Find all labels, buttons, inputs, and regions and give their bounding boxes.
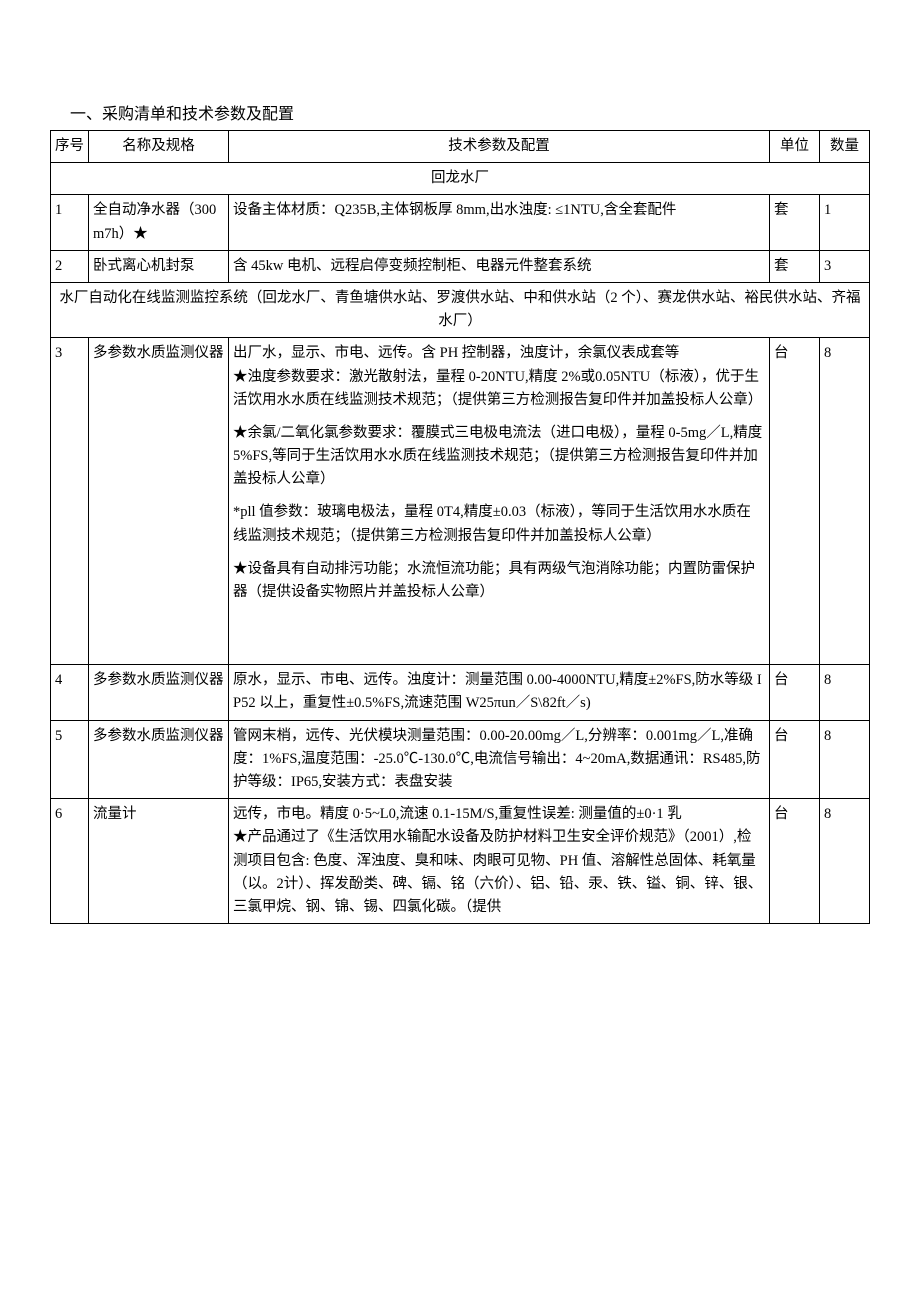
- cell-qty: 3: [820, 250, 870, 282]
- cell-name: 多参数水质监测仪器: [89, 665, 229, 720]
- table-row: 5 多参数水质监测仪器 管网末梢，远传、光伏模块测量范围：0.00-20.00m…: [51, 720, 870, 799]
- spec-para: 设备主体材质：Q235B,主体钢板厚 8mm,出水浊度: ≤1NTU,含全套配件: [233, 199, 765, 222]
- cell-seq: 4: [51, 665, 89, 720]
- cell-seq: 1: [51, 195, 89, 250]
- cell-unit: 套: [770, 195, 820, 250]
- col-spec: 技术参数及配置: [229, 131, 770, 163]
- col-name: 名称及规格: [89, 131, 229, 163]
- cell-name: 多参数水质监测仪器: [89, 720, 229, 799]
- spec-para: 原水，显示、市电、远传。浊度计：测量范围 0.00-4000NTU,精度±2%F…: [233, 669, 765, 715]
- spec-para: ★设备具有自动排污功能；水流恒流功能；具有两级气泡消除功能；内置防雷保护器（提供…: [233, 558, 765, 604]
- table-row: 4 多参数水质监测仪器 原水，显示、市电、远传。浊度计：测量范围 0.00-40…: [51, 665, 870, 720]
- section-row: 水厂自动化在线监测监控系统（回龙水厂、青鱼塘供水站、罗渡供水站、中和供水站（2 …: [51, 282, 870, 337]
- section-row: 回龙水厂: [51, 163, 870, 195]
- spec-para: ★产品通过了《生活饮用水输配水设备及防护材料卫生安全评价规范》（2001）,检测…: [233, 826, 765, 919]
- cell-name: 流量计: [89, 799, 229, 924]
- cell-seq: 6: [51, 799, 89, 924]
- cell-name: 多参数水质监测仪器: [89, 338, 229, 665]
- cell-name: 卧式离心机封泵: [89, 250, 229, 282]
- cell-spec: 含 45kw 电机、远程启停变频控制柜、电器元件整套系统: [229, 250, 770, 282]
- cell-spec: 出厂水，显示、市电、远传。含 PH 控制器，浊度计，余氯仪表成套等 ★浊度参数要…: [229, 338, 770, 665]
- table-row: 6 流量计 远传，市电。精度 0·5~L0,流速 0.1-15M/S,重复性误差…: [51, 799, 870, 924]
- spec-para: 管网末梢，远传、光伏模块测量范围：0.00-20.00mg／L,分辨率：0.00…: [233, 725, 765, 795]
- cell-spec: 管网末梢，远传、光伏模块测量范围：0.00-20.00mg／L,分辨率：0.00…: [229, 720, 770, 799]
- page-title: 一、采购清单和技术参数及配置: [50, 100, 870, 124]
- table-header-row: 序号 名称及规格 技术参数及配置 单位 数量: [51, 131, 870, 163]
- cell-qty: 8: [820, 799, 870, 924]
- cell-unit: 台: [770, 799, 820, 924]
- cell-unit: 台: [770, 338, 820, 665]
- cell-seq: 3: [51, 338, 89, 665]
- procurement-table: 序号 名称及规格 技术参数及配置 单位 数量 回龙水厂 1 全自动净水器（300…: [50, 130, 870, 924]
- spec-para: ★浊度参数要求：激光散射法，量程 0-20NTU,精度 2%或0.05NTU（标…: [233, 366, 765, 412]
- cell-qty: 8: [820, 665, 870, 720]
- cell-seq: 5: [51, 720, 89, 799]
- cell-name: 全自动净水器（300m7h）★: [89, 195, 229, 250]
- cell-spec: 远传，市电。精度 0·5~L0,流速 0.1-15M/S,重复性误差: 测量值的…: [229, 799, 770, 924]
- cell-unit: 台: [770, 720, 820, 799]
- cell-spec: 设备主体材质：Q235B,主体钢板厚 8mm,出水浊度: ≤1NTU,含全套配件: [229, 195, 770, 250]
- col-seq: 序号: [51, 131, 89, 163]
- cell-unit: 台: [770, 665, 820, 720]
- spec-para: ★余氯/二氧化氯参数要求：覆膜式三电极电流法（进口电极），量程 0-5mg／L,…: [233, 422, 765, 492]
- cell-qty: 8: [820, 720, 870, 799]
- table-row: 1 全自动净水器（300m7h）★ 设备主体材质：Q235B,主体钢板厚 8mm…: [51, 195, 870, 250]
- section-label: 回龙水厂: [51, 163, 870, 195]
- spec-para: 含 45kw 电机、远程启停变频控制柜、电器元件整套系统: [233, 255, 765, 278]
- cell-unit: 套: [770, 250, 820, 282]
- cell-seq: 2: [51, 250, 89, 282]
- cell-qty: 1: [820, 195, 870, 250]
- col-qty: 数量: [820, 131, 870, 163]
- section-label: 水厂自动化在线监测监控系统（回龙水厂、青鱼塘供水站、罗渡供水站、中和供水站（2 …: [51, 282, 870, 337]
- spec-para: *pll 值参数：玻璃电极法，量程 0T4,精度±0.03（标液），等同于生活饮…: [233, 501, 765, 547]
- cell-spec: 原水，显示、市电、远传。浊度计：测量范围 0.00-4000NTU,精度±2%F…: [229, 665, 770, 720]
- table-row: 3 多参数水质监测仪器 出厂水，显示、市电、远传。含 PH 控制器，浊度计，余氯…: [51, 338, 870, 665]
- spec-para: 出厂水，显示、市电、远传。含 PH 控制器，浊度计，余氯仪表成套等: [233, 342, 765, 365]
- cell-qty: 8: [820, 338, 870, 665]
- spec-para: 远传，市电。精度 0·5~L0,流速 0.1-15M/S,重复性误差: 测量值的…: [233, 803, 765, 826]
- col-unit: 单位: [770, 131, 820, 163]
- table-row: 2 卧式离心机封泵 含 45kw 电机、远程启停变频控制柜、电器元件整套系统 套…: [51, 250, 870, 282]
